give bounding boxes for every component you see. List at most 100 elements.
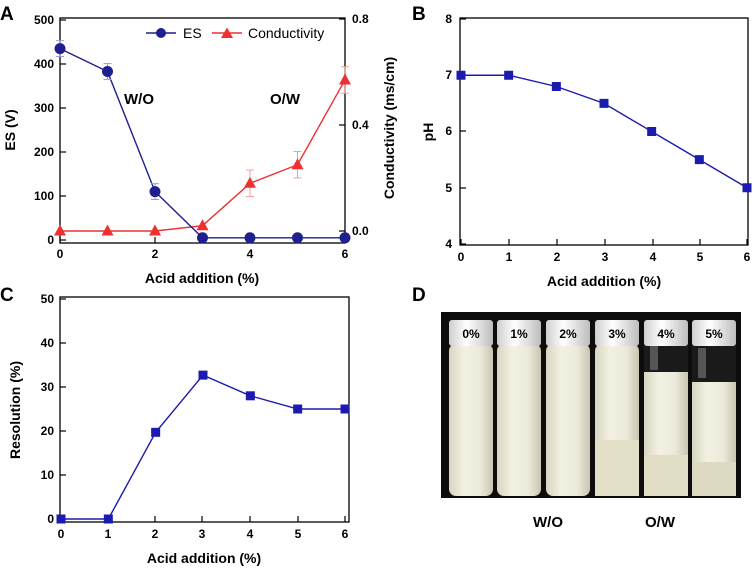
a-es-point-6 [339,232,351,244]
b-ph-point-1 [504,70,514,80]
b-ytick-4: 8 [445,12,452,26]
vial-6: 5% [692,320,736,496]
a-legend-cond-label: Conductivity [248,25,324,41]
a-legend: ES Conductivity [146,25,324,41]
a-ytick-4: 400 [34,57,54,71]
c-ytick-5: 50 [41,292,55,306]
b-plot-area [456,70,752,193]
a-ytick-5: 500 [34,13,54,27]
b-ytick-2: 6 [445,124,452,138]
c-xtick-4: 4 [247,527,254,541]
c-ytick-3: 30 [41,380,55,394]
c-resolution-point-0 [56,514,66,524]
a-xlabel: Acid addition (%) [145,270,259,286]
a-es-line [59,47,345,239]
c-xtick-2: 2 [152,527,159,541]
c-ytick-0: 0 [47,512,54,526]
a-ytick-2: 200 [34,145,54,159]
panel-label-a: A [0,4,14,25]
c-plot-area [56,370,350,524]
a-conductivity-point-3 [196,219,209,231]
a-conductivity-point-0 [54,224,66,236]
vial-label-4: 3% [608,327,626,341]
panel-label-b: B [412,4,426,25]
b-ph-point-6 [742,183,752,193]
a-ylabel: ES (V) [2,109,18,150]
a-xtick-1: 2 [152,247,159,261]
photo-caption-ow: O/W [645,514,676,531]
b-xtick-6: 6 [744,250,751,264]
panel-label-c: C [0,285,14,306]
b-xtick-2: 2 [554,250,561,264]
b-ph-point-4 [647,127,657,136]
c-resolution-point-5 [293,404,303,414]
c-xlabel: Acid addition (%) [147,550,261,566]
c-xtick-1: 1 [105,527,112,541]
c-ytick-4: 40 [41,336,55,350]
vial-label-5: 4% [657,327,675,341]
c-ylabel: Resolution (%) [7,361,23,459]
b-ph-point-2 [551,82,561,91]
a-es-point-3 [197,232,208,244]
a-es-point-5 [292,232,303,244]
panel-a-axes [59,17,346,244]
a-plot-area [54,40,351,244]
b-ylabel: pH [420,123,436,142]
c-resolution-point-2 [151,427,161,437]
c-resolution-point-6 [340,404,350,414]
panel-d: D 0% 1% 2% 3% [412,285,741,531]
panel-label-d: D [412,285,426,306]
a-es-point-0 [54,43,66,55]
vial-4: 3% [595,320,639,496]
a-conductivity-point-6 [339,73,351,85]
vial-5: 4% [644,320,688,496]
b-xtick-1: 1 [506,250,513,264]
c-resolution-line [61,374,345,520]
a-conductivity-point-1 [101,224,114,236]
a-es-point-2 [149,186,161,198]
c-resolution-point-4 [245,391,255,401]
a-xtick-2: 4 [247,247,254,261]
a-conductivity-line [60,79,346,232]
b-ytick-0: 4 [445,237,452,251]
b-ytick-1: 5 [445,181,452,195]
a-ytick-right-0: 0.0 [352,224,369,238]
b-xtick-3: 3 [602,250,609,264]
b-xtick-4: 4 [650,250,657,264]
vial-1: 0% [449,320,493,496]
c-resolution-point-1 [103,514,113,524]
vial-photo: 0% 1% 2% 3% [441,312,741,498]
vial-2: 1% [497,320,541,496]
a-conductivity-point-2 [149,224,161,236]
a-xtick-3: 6 [342,247,349,261]
c-resolution-point-3 [198,370,208,380]
a-annotation-ow: O/W [270,91,301,108]
a-ytick-3: 300 [34,101,54,115]
panel-b: B 0 1 2 3 4 5 6 4 5 6 7 8 Acid addition … [412,4,752,289]
b-ph-point-5 [694,155,704,165]
b-xtick-5: 5 [697,250,704,264]
c-xtick-5: 5 [295,527,302,541]
panel-b-axes [459,17,749,246]
b-xtick-0: 0 [458,250,465,264]
c-xtick-0: 0 [58,527,65,541]
vial-3: 2% [546,320,590,496]
a-conductivity-point-4 [244,176,256,188]
c-xtick-3: 3 [199,527,206,541]
a-legend-es-label: ES [183,25,202,41]
panel-c: C 0 1 2 3 4 5 6 0 10 20 30 40 50 Aci [0,285,350,566]
a-conductivity-point-5 [291,158,304,170]
panel-a: A 0 2 4 6 0 100 200 300 400 500 0.0 0.4 [0,4,397,286]
b-xlabel: Acid addition (%) [547,273,661,289]
a-annotation-wo: W/O [124,91,154,108]
a-es-point-4 [244,232,256,244]
a-es-point-1 [102,65,113,77]
vial-label-2: 1% [510,327,528,341]
vial-label-6: 5% [705,327,723,341]
a-ytick-right-1: 0.4 [352,118,369,132]
vial-label-3: 2% [559,327,577,341]
b-ph-line [461,74,748,189]
c-ytick-2: 20 [41,424,55,438]
a-xtick-0: 0 [57,247,64,261]
